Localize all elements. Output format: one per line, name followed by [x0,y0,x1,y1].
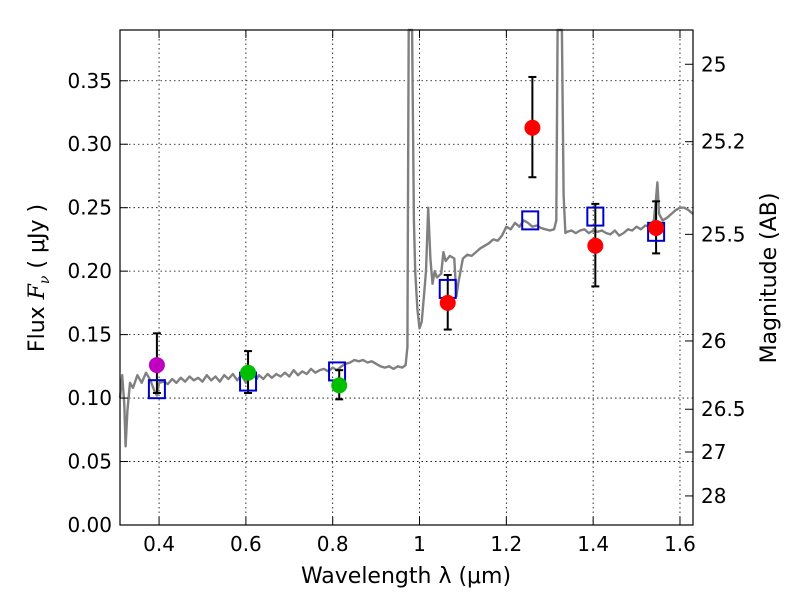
x-tick-label: 0.4 [143,532,175,556]
x-tick-labels: 0.4 0.6 0.8 1 1.2 1.4 1.6 [143,532,696,556]
right-tick-labels: 25 25.2 25.5 26 26.5 27 28 [701,52,746,508]
observed-flux-point [648,220,665,236]
x-tick-label: 0.6 [230,532,262,556]
y-tick-label: 0.35 [67,69,112,93]
y-tick-label: 0.15 [67,323,112,347]
x-tick-label: 1 [413,532,426,556]
observed-flux-point [439,294,456,311]
x-tick-label: 1.6 [664,532,696,556]
model-photometry-square [586,206,605,227]
model-photometry-square [521,210,540,231]
axis-ticks [120,30,693,526]
observed-flux-point [524,119,541,136]
y-axis-label-subscript: ν [37,275,53,284]
y-tick-label: 0.20 [67,259,112,283]
observed-photometry-markers [148,119,665,394]
x-tick-label: 1.4 [577,532,609,556]
y-tick-label: 0.05 [67,450,112,474]
observed-flux-point [331,377,348,394]
right-tick-label: 28 [701,484,726,508]
y-tick-labels: 0.00 0.05 0.10 0.15 0.20 0.25 0.30 0.35 [67,69,112,537]
right-axis-label: Magnitude (AB) [757,193,782,364]
y-tick-label: 0.10 [67,386,112,410]
y-axis-label-prefix: Flux [25,299,50,352]
x-tick-label: 0.8 [317,532,349,556]
right-tick-label: 25.2 [701,130,746,154]
observed-flux-point [148,357,165,374]
y-axis-label-symbol: F [25,283,50,300]
x-tick-label: 1.2 [490,532,522,556]
x-axis-label: Wavelength λ (μm) [301,564,511,589]
observed-flux-point [240,364,257,381]
y-tick-label: 0.30 [67,132,112,156]
right-tick-label: 26 [701,329,726,353]
y-tick-label: 0.25 [67,196,112,220]
right-tick-label: 26.5 [701,397,746,421]
right-tick-label: 25 [701,52,726,76]
y-axis-label-suffix: ( μJy ) [25,204,50,276]
right-tick-label: 27 [701,440,726,464]
y-tick-label: 0.00 [67,513,112,537]
y-axis-label: Flux Fν ( μJy ) [25,204,53,352]
observed-flux-point [587,237,604,254]
plot-frame [119,29,694,526]
right-tick-label: 25.5 [701,222,746,246]
grid-lines [120,30,693,525]
model-photometry-square [147,379,166,400]
